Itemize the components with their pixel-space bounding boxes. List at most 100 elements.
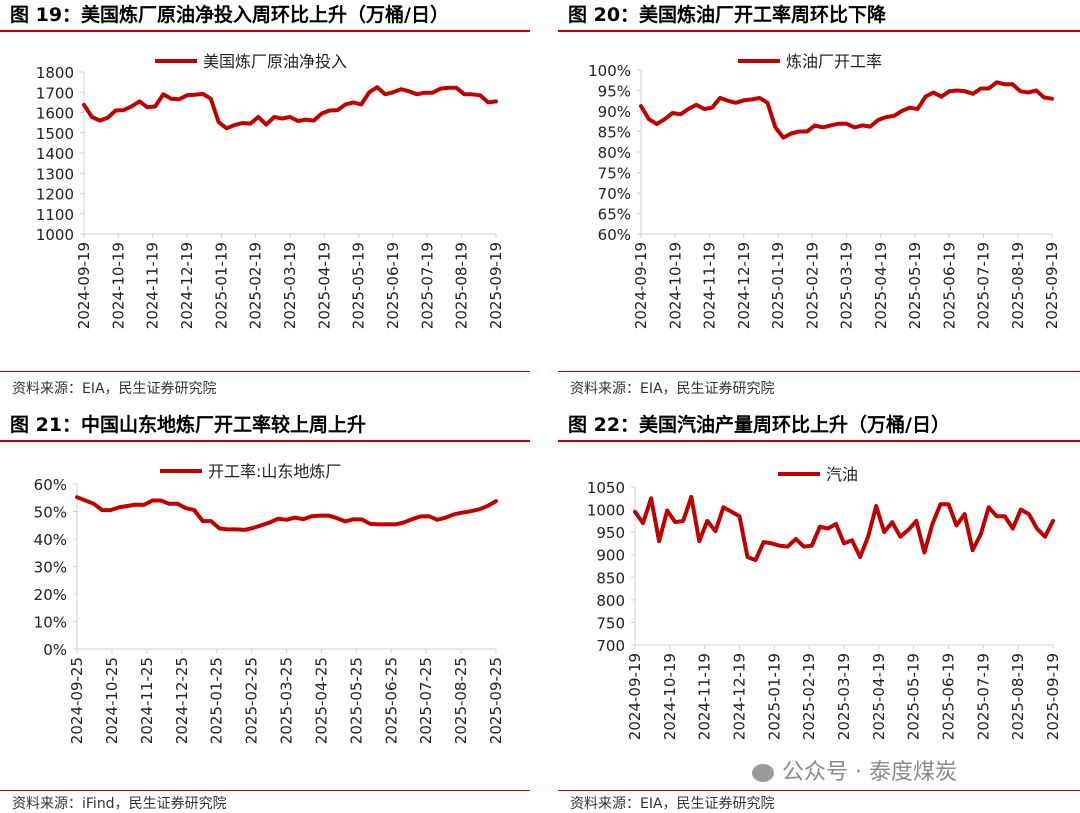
- x-tick-label: 2024-09-19: [626, 653, 644, 740]
- watermark: 公众号 · 泰度煤炭: [752, 754, 957, 786]
- x-tick-label: 2025-06-25: [382, 657, 400, 744]
- y-tick-label: 1200: [36, 186, 74, 204]
- x-tick-label: 2025-04-25: [312, 657, 330, 744]
- x-tick-label: 2024-11-25: [138, 657, 156, 744]
- y-tick-label: 1300: [36, 165, 74, 183]
- panel-title: 图 19：美国炼厂原油净投入周环比上升（万桶/日）: [10, 4, 449, 26]
- x-tick-label: 2025-07-19: [975, 242, 993, 329]
- panel-title: 图 20：美国炼油厂开工率周环比下降: [568, 4, 887, 26]
- x-tick-label: 2024-09-19: [632, 242, 650, 329]
- x-tick-label: 2024-10-25: [103, 657, 121, 744]
- source-rule: [0, 371, 530, 372]
- y-tick-label: 40%: [34, 531, 67, 549]
- chart-panel-22: 图 22：美国汽油产量周环比上升（万桶/日） 1050 1000 950 900 850…: [558, 410, 1080, 813]
- y-tick-label: 1600: [36, 105, 74, 123]
- x-tick-label: 2025-03-25: [278, 657, 296, 744]
- chart-area: 100% 95% 90% 85% 80% 75% 70% 65% 60%2024-09-19 20…: [588, 52, 1061, 329]
- y-tick-label: 950: [596, 524, 625, 542]
- x-tick-label: 2025-02-19: [800, 653, 818, 740]
- x-tick-label: 2025-06-19: [384, 242, 402, 329]
- x-tick-label: 2024-12-19: [731, 653, 749, 740]
- x-tick-label: 2025-01-19: [212, 242, 230, 329]
- y-tick-label: 1400: [36, 145, 74, 163]
- y-tick-label: 900: [596, 547, 625, 565]
- y-tick-label: 1100: [36, 206, 74, 224]
- y-tick-label: 800: [596, 592, 625, 610]
- legend-label: 汽油: [826, 465, 858, 484]
- y-tick-label: 750: [596, 614, 625, 632]
- x-tick-label: 2025-01-25: [208, 657, 226, 744]
- x-tick-label: 2025-08-25: [452, 657, 470, 744]
- y-tick-label: 1500: [36, 125, 74, 143]
- x-tick-label: 2025-07-19: [974, 653, 992, 740]
- y-tick-label: 20%: [34, 586, 67, 604]
- panel-title: 图 21：中国山东地炼厂开工率较上周上升: [10, 414, 367, 436]
- chart-area: 1800170016001500140013001200110010002024…: [36, 52, 505, 329]
- source-rule: [558, 790, 1080, 791]
- source-rule: [558, 371, 1080, 372]
- y-tick-label: 1800: [36, 64, 74, 82]
- source-note: 资料来源：EIA，民生证券研究院: [570, 796, 775, 812]
- x-tick-label: 2024-09-19: [75, 242, 93, 329]
- y-tick-label: 80%: [598, 144, 631, 162]
- y-tick-label: 1000: [36, 226, 74, 244]
- source-rule: [0, 790, 530, 791]
- x-tick-label: 2025-05-19: [350, 242, 368, 329]
- x-tick-label: 2025-09-19: [487, 242, 505, 329]
- y-tick-label: 60%: [34, 476, 67, 494]
- x-tick-label: 2025-08-19: [1009, 242, 1027, 329]
- y-tick-label: 50%: [34, 504, 67, 522]
- chart-panel-19: 图 19：美国炼厂原油净投入周环比上升（万桶/日） 1800 1700 1600 15…: [0, 0, 530, 405]
- series-line: [633, 494, 1055, 563]
- x-tick-label: 2024-10-19: [109, 242, 127, 329]
- y-tick-label: 1050: [587, 479, 625, 497]
- y-tick-label: 85%: [598, 124, 631, 142]
- series-line: [639, 80, 1054, 140]
- x-tick-label: 2025-03-19: [835, 653, 853, 740]
- x-tick-label: 2025-05-25: [347, 657, 365, 744]
- x-tick-label: 2025-04-19: [872, 242, 890, 329]
- chart-area: 60% 50% 40% 30% 20% 10% 0%2024-09-25 2024-10-25…: [34, 462, 505, 744]
- title-rule: [558, 30, 1080, 32]
- y-tick-label: 1700: [36, 84, 74, 102]
- y-tick-label: 75%: [598, 165, 631, 183]
- y-tick-label: 100%: [588, 62, 631, 80]
- source-note: 资料来源：EIA，民生证券研究院: [12, 381, 217, 397]
- x-tick-label: 2024-10-19: [666, 242, 684, 329]
- y-tick-label: 90%: [598, 103, 631, 121]
- x-tick-label: 2025-08-19: [1009, 653, 1027, 740]
- x-tick-label: 2025-05-19: [905, 653, 923, 740]
- legend-label: 炼油厂开工率: [786, 52, 882, 71]
- x-tick-label: 2025-08-19: [453, 242, 471, 329]
- x-tick-label: 2025-04-19: [870, 653, 888, 740]
- x-tick-label: 2025-09-19: [1044, 653, 1062, 740]
- x-tick-label: 2024-11-19: [701, 242, 719, 329]
- x-tick-label: 2025-02-25: [243, 657, 261, 744]
- chart-panel-20: 图 20：美国炼油厂开工率周环比下降 100% 95% 90% 85% 80% 75% 70…: [558, 0, 1080, 405]
- y-tick-label: 700: [596, 637, 625, 655]
- x-tick-label: 2024-12-25: [173, 657, 191, 744]
- watermark-text: 公众号 · 泰度煤炭: [782, 760, 957, 785]
- y-tick-label: 1000: [587, 502, 625, 520]
- y-tick-label: 850: [596, 569, 625, 587]
- title-rule: [0, 440, 530, 442]
- panel-title: 图 22：美国汽油产量周环比上升（万桶/日）: [568, 414, 950, 436]
- source-note: 资料来源：EIA，民生证券研究院: [570, 381, 775, 397]
- x-tick-label: 2025-05-19: [906, 242, 924, 329]
- x-tick-label: 2024-10-19: [661, 653, 679, 740]
- y-tick-label: 10%: [34, 614, 67, 632]
- x-tick-label: 2025-04-19: [315, 242, 333, 329]
- y-tick-label: 30%: [34, 559, 67, 577]
- x-tick-label: 2025-02-19: [247, 242, 265, 329]
- chart-panel-21: 图 21：中国山东地炼厂开工率较上周上升 60% 50% 40% 30% 20% 10% 0…: [0, 410, 530, 813]
- x-tick-label: 2025-09-25: [487, 657, 505, 744]
- x-tick-label: 2025-02-19: [803, 242, 821, 329]
- x-tick-label: 2024-12-19: [735, 242, 753, 329]
- x-tick-label: 2025-09-19: [1043, 242, 1061, 329]
- title-rule: [0, 30, 530, 32]
- wechat-icon: [752, 764, 774, 782]
- x-tick-label: 2025-03-19: [281, 242, 299, 329]
- series-line: [82, 85, 498, 131]
- x-tick-label: 2025-07-25: [417, 657, 435, 744]
